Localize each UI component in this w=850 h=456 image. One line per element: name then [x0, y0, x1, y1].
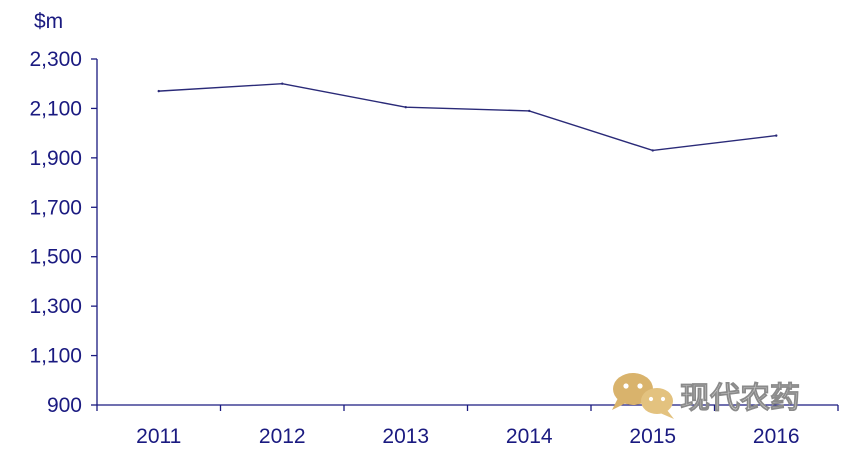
- y-tick-label: 2,300: [29, 48, 82, 71]
- y-tick-label: 1,300: [29, 295, 82, 318]
- data-point: [281, 82, 284, 85]
- watermark: 现代农药: [612, 373, 800, 419]
- data-point: [775, 134, 778, 137]
- x-axis: 2011 2012 2013 2014 2015 2016: [96, 404, 839, 448]
- x-tick-label: 2013: [382, 425, 429, 448]
- data-point: [528, 109, 531, 113]
- x-tick-label: 2011: [136, 425, 181, 448]
- wechat-icon: [612, 373, 674, 419]
- y-tick-label: 1,700: [29, 196, 82, 219]
- y-tick-label: 1,100: [29, 345, 82, 368]
- y-tick-label: 900: [47, 394, 82, 417]
- x-tick-label: 2014: [506, 425, 553, 448]
- y-tick-label: 1,500: [29, 246, 82, 269]
- series-line: [158, 83, 777, 152]
- watermark-text: 现代农药: [680, 381, 800, 416]
- series-group: [157, 82, 778, 152]
- y-tick-label: 2,100: [29, 97, 82, 120]
- data-point: [404, 105, 407, 109]
- y-unit-label: $m: [34, 10, 63, 33]
- data-point: [651, 149, 654, 152]
- x-tick-label: 2015: [629, 425, 676, 448]
- y-axis: 900 1,100 1,300 1,500 1,700 1,900 2,100 2,300: [29, 48, 98, 417]
- y-tick-label: 1,900: [29, 147, 82, 170]
- data-point: [157, 89, 160, 93]
- x-tick-label: 2016: [753, 425, 800, 448]
- x-tick-label: 2012: [259, 425, 306, 448]
